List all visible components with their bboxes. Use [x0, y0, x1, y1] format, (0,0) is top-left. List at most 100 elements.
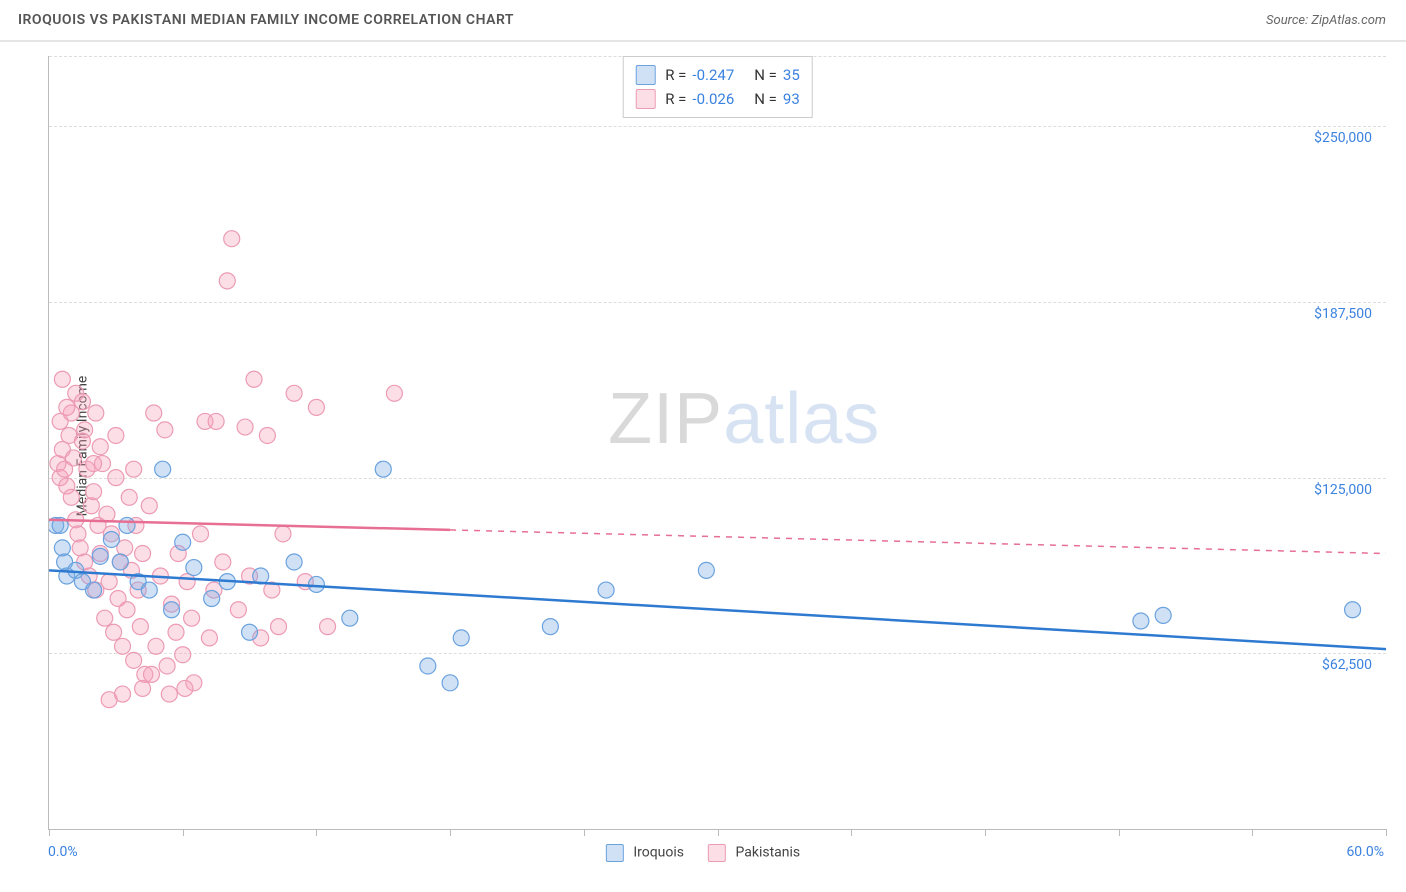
x-axis-max-label: 60.0% — [1346, 844, 1384, 860]
iroquois-point — [186, 560, 202, 576]
chart-header: IROQUOIS VS PAKISTANI MEDIAN FAMILY INCO… — [0, 0, 1406, 42]
pakistanis-point — [177, 680, 193, 696]
pakistanis-point — [108, 470, 124, 486]
pakistanis-point — [286, 385, 302, 401]
x-tick — [450, 829, 451, 836]
legend-swatch-pakistanis — [708, 844, 726, 862]
pakistanis-point — [135, 680, 151, 696]
pakistanis-point — [175, 647, 191, 663]
x-tick — [584, 829, 585, 836]
x-tick — [985, 829, 986, 836]
pakistanis-point — [208, 413, 224, 429]
legend-item-iroquois: Iroquois — [606, 844, 684, 862]
pakistanis-point — [184, 610, 200, 626]
swatch-pakistanis — [635, 89, 655, 109]
iroquois-point — [155, 461, 171, 477]
scatter-plot-svg — [49, 56, 1386, 829]
r-value-iroquois: -0.247 — [692, 63, 734, 87]
pakistanis-point — [108, 427, 124, 443]
pakistanis-point — [201, 630, 217, 646]
pakistanis-point — [77, 422, 93, 438]
pakistanis-point — [126, 652, 142, 668]
iroquois-point — [420, 658, 436, 674]
iroquois-point — [598, 582, 614, 598]
pakistanis-point — [63, 489, 79, 505]
pakistanis-point — [97, 610, 113, 626]
pakistanis-point — [168, 624, 184, 640]
correlation-legend: R = -0.247 N = 35 R = -0.026 N = 93 — [622, 56, 813, 118]
pakistanis-point — [88, 405, 104, 421]
pakistanis-point — [66, 450, 82, 466]
pakistanis-point — [259, 427, 275, 443]
series-legend: Iroquois Pakistanis — [606, 844, 800, 862]
x-tick — [1252, 829, 1253, 836]
pakistanis-point — [144, 666, 160, 682]
x-tick — [316, 829, 317, 836]
iroquois-point — [453, 630, 469, 646]
x-tick — [851, 829, 852, 836]
x-tick — [49, 829, 50, 836]
pakistanis-point — [99, 506, 115, 522]
pakistanis-point — [106, 624, 122, 640]
pakistanis-point — [271, 619, 287, 635]
n-value-pakistanis: 93 — [783, 87, 800, 111]
x-tick — [1386, 829, 1387, 836]
n-label: N = — [754, 63, 777, 87]
iroquois-point — [141, 582, 157, 598]
pakistanis-point — [159, 658, 175, 674]
n-value-iroquois: 35 — [783, 63, 800, 87]
x-tick — [1119, 829, 1120, 836]
pakistanis-point — [161, 686, 177, 702]
pakistanis-point — [68, 385, 84, 401]
iroquois-point — [542, 619, 558, 635]
x-axis-min-label: 0.0% — [48, 844, 78, 860]
iroquois-point — [242, 624, 258, 640]
swatch-iroquois — [635, 65, 655, 85]
pakistanis-point — [224, 231, 240, 247]
source-label: Source: ZipAtlas.com — [1266, 13, 1386, 28]
pakistanis-point — [193, 526, 209, 542]
iroquois-point — [86, 582, 102, 598]
legend-label-pakistanis: Pakistanis — [736, 845, 801, 861]
iroquois-point — [1345, 602, 1361, 618]
iroquois-point — [375, 461, 391, 477]
pakistanis-point — [115, 638, 131, 654]
pakistanis-point — [135, 546, 151, 562]
pakistanis-point — [59, 399, 75, 415]
iroquois-point — [308, 576, 324, 592]
pakistanis-point — [157, 422, 173, 438]
pakistanis-point — [126, 461, 142, 477]
iroquois-point — [1133, 613, 1149, 629]
x-tick — [718, 829, 719, 836]
x-tick — [183, 829, 184, 836]
pakistanis-point — [132, 619, 148, 635]
iroquois-point — [164, 602, 180, 618]
legend-swatch-iroquois — [606, 844, 624, 862]
iroquois-point — [342, 610, 358, 626]
pakistanis-point — [86, 456, 102, 472]
legend-label-iroquois: Iroquois — [633, 845, 684, 861]
pakistanis-point — [86, 484, 102, 500]
pakistanis-point — [230, 602, 246, 618]
pakistanis-point — [215, 554, 231, 570]
iroquois-point — [698, 562, 714, 578]
legend-row-iroquois: R = -0.247 N = 35 — [635, 63, 800, 87]
iroquois-point — [175, 534, 191, 550]
legend-row-pakistanis: R = -0.026 N = 93 — [635, 87, 800, 111]
pakistanis-point — [141, 498, 157, 514]
pakistanis-point — [237, 419, 253, 435]
pakistanis-point — [320, 619, 336, 635]
r-value-pakistanis: -0.026 — [692, 87, 734, 111]
pakistanis-point — [83, 498, 99, 514]
pakistanis-point — [119, 602, 135, 618]
pakistanis-point — [101, 574, 117, 590]
iroquois-point — [119, 517, 135, 533]
pakistanis-point — [246, 371, 262, 387]
iroquois-point — [1155, 607, 1171, 623]
pakistanis-point — [70, 526, 86, 542]
chart-plot-area: ZIPatlas R = -0.247 N = 35 R = -0.026 N … — [48, 56, 1386, 830]
legend-item-pakistanis: Pakistanis — [708, 844, 800, 862]
iroquois-point — [112, 554, 128, 570]
pakistanis-point — [115, 686, 131, 702]
iroquois-point — [204, 591, 220, 607]
